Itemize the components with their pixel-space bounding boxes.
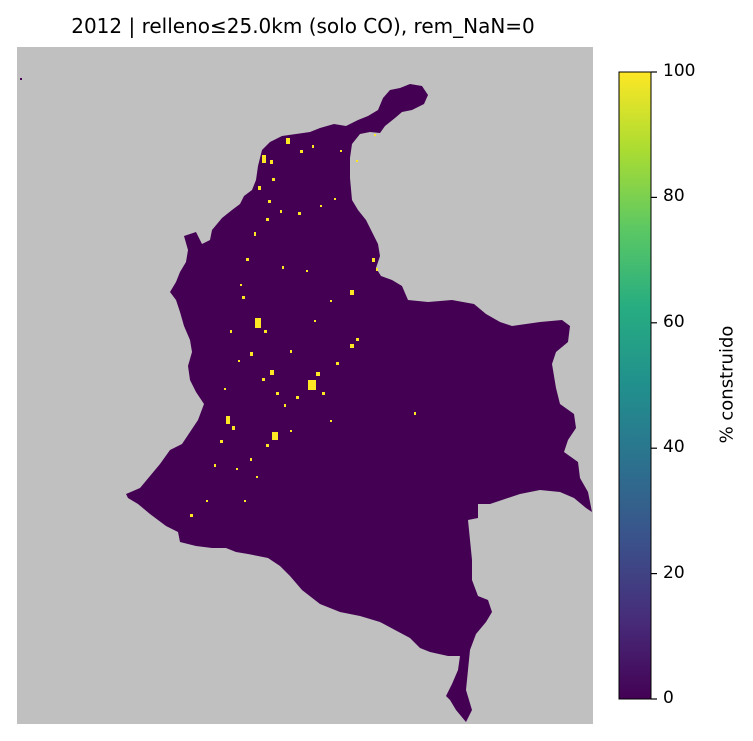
built-up-spot	[350, 290, 354, 295]
built-up-spot	[230, 330, 232, 333]
built-up-spot	[272, 178, 275, 181]
built-up-spot	[240, 284, 242, 286]
built-up-spot	[290, 430, 292, 432]
colorbar-label: % construido	[716, 325, 738, 444]
built-up-spot	[306, 270, 308, 272]
colorbar-tick-label: 20	[663, 562, 685, 583]
built-up-spot	[206, 500, 208, 502]
built-up-spot	[236, 468, 238, 470]
built-up-spot	[255, 318, 261, 328]
built-up-spot	[246, 258, 249, 261]
built-up-spot	[224, 388, 226, 390]
built-up-spot	[282, 266, 284, 269]
built-up-spot	[372, 258, 375, 262]
built-up-areas	[190, 134, 416, 517]
colorbar-tick-label: 80	[663, 186, 685, 207]
built-up-spot	[254, 232, 256, 236]
built-up-spot	[214, 464, 216, 467]
built-up-spot	[256, 476, 258, 478]
built-up-spot	[262, 155, 266, 163]
country-silhouette	[126, 84, 592, 722]
built-up-spot	[336, 362, 339, 365]
built-up-spot	[314, 320, 316, 322]
built-up-spot	[340, 150, 342, 152]
colorbar-ticks	[651, 71, 657, 700]
built-up-spot	[320, 205, 322, 207]
built-up-spot	[280, 210, 282, 213]
colorbar	[618, 71, 652, 700]
built-up-spot	[264, 330, 267, 333]
built-up-spot	[232, 426, 235, 430]
built-up-spot	[276, 392, 279, 395]
colorbar-tick-label: 0	[663, 688, 674, 708]
built-up-spot	[298, 212, 301, 215]
built-up-spot	[308, 380, 316, 390]
built-up-spot	[374, 134, 376, 136]
built-up-spot	[250, 458, 252, 461]
built-up-spot	[322, 392, 325, 395]
built-up-spot	[268, 200, 271, 203]
built-up-spot	[190, 514, 193, 517]
built-up-spot	[258, 186, 261, 190]
built-up-spot	[226, 416, 230, 424]
built-up-spot	[414, 412, 416, 415]
built-up-spot	[300, 150, 303, 153]
colorbar-tick-label: 60	[663, 311, 685, 332]
built-up-spot	[286, 138, 290, 144]
built-up-spot	[330, 300, 332, 302]
built-up-spot	[350, 344, 354, 348]
built-up-spot	[272, 432, 278, 440]
built-up-spot	[316, 372, 320, 376]
map-title: 2012 | relleno≤25.0km (solo CO), rem_NaN…	[71, 14, 535, 38]
built-up-spot	[270, 160, 273, 164]
built-up-spot	[330, 420, 332, 422]
map-speck	[20, 78, 22, 80]
built-up-spot	[334, 198, 336, 200]
built-up-spot	[238, 360, 240, 362]
built-up-spot	[312, 145, 314, 148]
colorbar-tick-label: 40	[663, 437, 685, 458]
built-up-spot	[284, 404, 286, 407]
built-up-spot	[270, 370, 274, 375]
built-up-spot	[242, 296, 245, 299]
built-up-spot	[266, 444, 269, 447]
built-up-spot	[262, 378, 265, 381]
built-up-spot	[356, 338, 359, 341]
built-up-spot	[356, 160, 358, 162]
built-up-spot	[250, 352, 253, 356]
built-up-spot	[266, 218, 269, 221]
built-up-spot	[296, 396, 299, 399]
built-up-spot	[220, 440, 223, 443]
built-up-spot	[244, 500, 246, 502]
colorbar-tick-label: 100	[663, 61, 696, 81]
built-up-spot	[376, 268, 378, 271]
built-up-spot	[290, 350, 292, 353]
